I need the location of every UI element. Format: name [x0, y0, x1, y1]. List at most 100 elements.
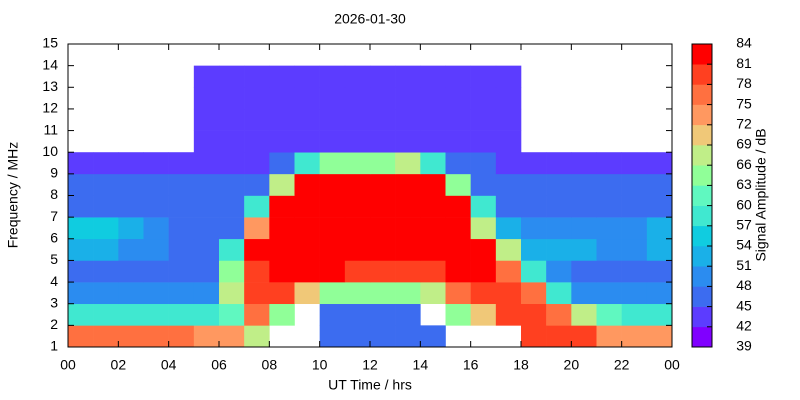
- heat-cell: [244, 325, 270, 348]
- heat-cell: [621, 173, 648, 196]
- heat-cell: [294, 130, 320, 153]
- heat-cell: [395, 325, 421, 348]
- heat-cell: [168, 260, 195, 283]
- heat-cell: [546, 325, 572, 348]
- heat-cell: [344, 108, 371, 131]
- heat-cell: [646, 325, 673, 348]
- heat-cell: [395, 87, 421, 110]
- y-tick-label: 14: [42, 56, 58, 72]
- heat-cell: [395, 282, 421, 305]
- heat-cell: [68, 282, 94, 305]
- heat-cell: [219, 325, 245, 348]
- heat-cell: [370, 238, 396, 261]
- heat-cell: [495, 87, 522, 110]
- colorbar-tick-label: 57: [736, 217, 752, 233]
- colorbar-segment: [692, 64, 712, 85]
- colorbar-tick-label: 81: [736, 55, 752, 71]
- heat-cell: [319, 238, 346, 261]
- heat-cell: [244, 130, 270, 153]
- heat-cell: [93, 325, 119, 348]
- heat-cell: [445, 173, 471, 196]
- heat-cell: [495, 217, 522, 240]
- colorbar-segment: [692, 165, 712, 186]
- heat-cell: [344, 65, 371, 88]
- heat-cell: [93, 217, 119, 240]
- heat-cell: [395, 152, 421, 175]
- heat-cell: [319, 130, 346, 153]
- heat-cell: [521, 217, 547, 240]
- y-axis-label: Frequency / MHz: [5, 142, 21, 249]
- colorbar-segment: [692, 104, 712, 126]
- heat-cell: [118, 282, 144, 305]
- heat-cell: [344, 303, 371, 326]
- heat-cell: [420, 238, 446, 261]
- heat-cell: [219, 130, 245, 153]
- heat-cell: [495, 173, 522, 196]
- heat-cell: [219, 217, 245, 240]
- colorbar-segment: [692, 326, 712, 348]
- heat-cell: [193, 152, 220, 175]
- heat-cell: [344, 173, 371, 196]
- heat-cell: [621, 303, 648, 326]
- heat-cell: [571, 325, 597, 348]
- heat-cell: [495, 260, 522, 283]
- heat-cell: [219, 238, 245, 261]
- heat-cell: [68, 217, 94, 240]
- heat-cell: [219, 108, 245, 131]
- heat-cell: [646, 217, 673, 240]
- heat-cell: [370, 260, 396, 283]
- heat-cell: [596, 303, 622, 326]
- heat-cell: [219, 65, 245, 88]
- heat-cell: [596, 217, 622, 240]
- heat-cell: [646, 195, 673, 218]
- y-tick-label: 11: [43, 121, 58, 137]
- x-tick-label: 18: [513, 357, 529, 373]
- y-tick-label: 1: [50, 338, 58, 354]
- heat-cell: [646, 238, 673, 261]
- heat-cell: [521, 303, 547, 326]
- heat-cell: [68, 303, 94, 326]
- y-tick-label: 2: [50, 316, 58, 332]
- heat-cell: [596, 195, 622, 218]
- heat-cell: [93, 282, 119, 305]
- heat-cell: [143, 173, 169, 196]
- heat-cell: [370, 65, 396, 88]
- colorbar-segment: [692, 84, 712, 105]
- heat-cell: [193, 173, 220, 196]
- heat-cell: [470, 108, 497, 131]
- heat-cell: [294, 173, 320, 196]
- heat-cell: [269, 217, 295, 240]
- heat-cell: [93, 303, 119, 326]
- heat-cell: [420, 325, 446, 348]
- heat-cell: [546, 173, 572, 196]
- heat-cell: [294, 260, 320, 283]
- x-tick-label: 08: [262, 357, 278, 373]
- heat-cell: [370, 108, 396, 131]
- heat-cell: [93, 152, 119, 175]
- heat-cell: [420, 217, 446, 240]
- heat-cell: [495, 282, 522, 305]
- heat-cell: [395, 303, 421, 326]
- heat-cell: [420, 130, 446, 153]
- heat-cell: [244, 152, 270, 175]
- heat-cell: [118, 260, 144, 283]
- heat-cell: [68, 152, 94, 175]
- x-tick-label: 20: [564, 357, 580, 373]
- colorbar-tick-label: 63: [736, 176, 752, 192]
- heat-cell: [621, 282, 648, 305]
- heat-cell: [319, 195, 346, 218]
- heat-cell: [219, 152, 245, 175]
- heat-cell: [646, 173, 673, 196]
- heat-cell: [546, 238, 572, 261]
- x-tick-label: 02: [111, 357, 127, 373]
- heat-cell: [395, 217, 421, 240]
- y-tick-label: 4: [50, 273, 58, 289]
- x-tick-label: 00: [664, 357, 680, 373]
- heat-cell: [269, 65, 295, 88]
- heat-cell: [344, 152, 371, 175]
- heat-cell: [68, 238, 94, 261]
- heat-cell: [168, 303, 195, 326]
- colorbar-segment: [692, 44, 712, 65]
- heat-cell: [294, 195, 320, 218]
- chart-title: 2026-01-30: [334, 11, 406, 27]
